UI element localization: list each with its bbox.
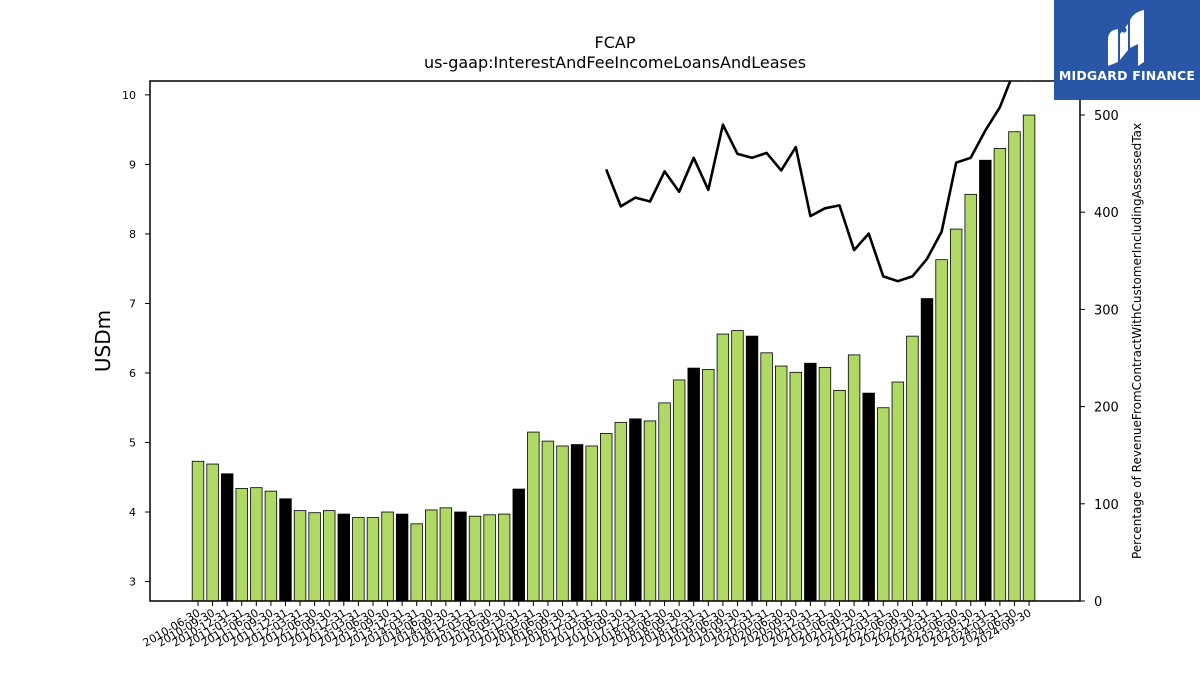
bar-2021-12-31 <box>862 392 875 602</box>
y-axis-label: USDm <box>91 310 115 372</box>
bar-2023-03-31 <box>935 259 948 602</box>
bar-2024-09-30 <box>1022 114 1036 602</box>
y-axis-right: 0 100 200 300 400 500 <box>1080 109 1119 610</box>
bar-2011-12-31 <box>279 498 292 602</box>
y-tick-label: 5 <box>129 436 136 449</box>
bar-2022-03-31 <box>877 407 890 602</box>
bar-2012-06-30 <box>308 512 321 602</box>
bar-2021-09-30 <box>847 354 861 602</box>
bar-2022-09-30 <box>906 335 919 602</box>
bar-2013-06-30 <box>366 517 380 602</box>
y-tick-label: 6 <box>129 367 136 380</box>
bar-2013-03-31 <box>352 517 365 602</box>
bar-2022-12-31 <box>920 298 934 602</box>
bar-2020-03-31 <box>760 352 773 602</box>
bar-2011-09-30 <box>264 490 278 602</box>
y2-tick-label: 100 <box>1094 498 1119 513</box>
bar-2016-09-30 <box>556 445 569 602</box>
bar-2018-09-30 <box>672 379 686 602</box>
bar-2014-12-31 <box>454 511 467 602</box>
bar-2017-12-31 <box>629 418 642 602</box>
bar-2015-03-31 <box>468 515 482 602</box>
bar-2016-12-31 <box>570 444 584 602</box>
bar-2011-06-30 <box>250 487 263 602</box>
bar-2023-12-31 <box>979 159 992 602</box>
bar-2021-06-30 <box>833 389 846 602</box>
y2-tick-label: 400 <box>1094 206 1119 221</box>
bar-2017-06-30 <box>600 433 613 602</box>
bar-2020-06-30 <box>775 365 788 602</box>
bar-2015-09-30 <box>497 513 511 602</box>
bar-series <box>191 114 1036 602</box>
y2-tick-label: 500 <box>1094 109 1119 124</box>
bar-2023-06-30 <box>949 228 963 602</box>
bar-2012-03-31 <box>293 510 307 602</box>
chart-title: FCAP <box>595 33 636 52</box>
bar-2018-06-30 <box>658 402 671 602</box>
y-tick-label: 3 <box>129 576 136 589</box>
y-tick-label: 7 <box>129 297 136 310</box>
plot-frame <box>149 80 1081 602</box>
line-series <box>604 81 1030 283</box>
bar-2022-06-30 <box>891 381 905 602</box>
bar-2013-12-31 <box>395 513 409 602</box>
bar-2014-06-30 <box>425 509 438 602</box>
bar-2014-03-31 <box>410 523 423 602</box>
bar-2010-06-30 <box>191 460 205 602</box>
y2-axis-label: Percentage of RevenueFromContractWithCus… <box>1130 123 1144 559</box>
y-tick-label: 4 <box>129 506 136 519</box>
bar-2019-03-31 <box>702 369 715 602</box>
bar-2018-03-31 <box>643 420 657 602</box>
bar-2020-12-31 <box>804 362 817 602</box>
brand-name: MIDGARD FINANCE <box>1058 68 1196 83</box>
bar-2017-03-31 <box>585 445 598 602</box>
bar-2019-09-30 <box>731 330 744 602</box>
y-tick-label: 8 <box>129 228 136 241</box>
bar-2023-09-30 <box>964 193 977 602</box>
bar-2014-09-30 <box>439 507 453 602</box>
bar-2021-03-31 <box>818 367 832 602</box>
bar-2015-12-31 <box>512 488 525 602</box>
bar-2019-12-31 <box>745 335 759 602</box>
y-tick-label: 10 <box>122 89 136 102</box>
chart-subtitle: us-gaap:InterestAndFeeIncomeLoansAndLeas… <box>424 53 806 72</box>
y2-tick-label: 300 <box>1094 303 1119 318</box>
bar-2012-12-31 <box>337 513 351 602</box>
x-axis: 2010-06-302010-09-302010-12-312011-03-31… <box>141 601 1034 650</box>
bar-2016-03-31 <box>527 431 540 602</box>
percentage-line <box>604 81 1030 283</box>
bar-2010-12-31 <box>220 473 234 602</box>
bar-2010-09-30 <box>206 463 219 602</box>
bar-2013-09-30 <box>381 511 394 602</box>
y-tick-label: 9 <box>129 158 136 171</box>
midgard-m-logo-icon <box>1108 10 1144 66</box>
bar-2017-09-30 <box>614 421 628 602</box>
bar-2024-06-30 <box>1008 131 1021 602</box>
y-axis-left: 3 4 5 6 7 8 9 10 <box>122 89 150 589</box>
bar-2015-06-30 <box>483 514 496 602</box>
bar-2020-09-30 <box>789 371 802 602</box>
bar-2019-06-30 <box>716 333 730 602</box>
bar-2016-06-30 <box>541 440 555 602</box>
brand-logo: MIDGARD FINANCE <box>1054 0 1200 100</box>
bar-2024-03-31 <box>993 148 1007 602</box>
bar-2018-12-31 <box>687 367 700 602</box>
y2-tick-label: 0 <box>1094 595 1102 610</box>
y2-tick-label: 200 <box>1094 401 1119 416</box>
bar-2012-09-30 <box>323 510 336 602</box>
bar-2011-03-31 <box>235 487 248 602</box>
